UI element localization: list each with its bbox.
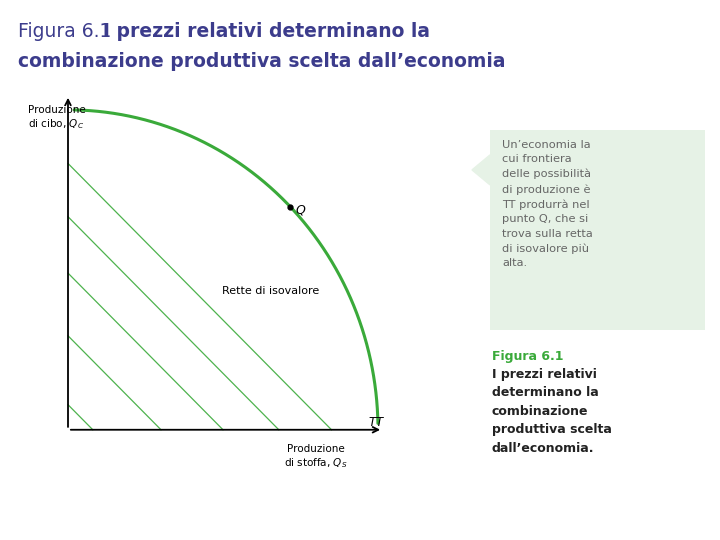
Text: Figura 6.1: Figura 6.1	[18, 22, 117, 41]
Text: $TT$: $TT$	[368, 416, 384, 429]
Text: di cibo, $Q_C$: di cibo, $Q_C$	[28, 117, 84, 131]
Text: © 2019 Pearson Italia – Milano, Torino – Krugman, Obstfeld, Melitz – Economia
In: © 2019 Pearson Italia – Milano, Torino –…	[54, 503, 392, 524]
FancyBboxPatch shape	[490, 130, 705, 330]
Text: di stoffa, $Q_S$: di stoffa, $Q_S$	[284, 456, 348, 470]
Text: combinazione produttiva scelta dall’economia: combinazione produttiva scelta dall’econ…	[18, 52, 505, 71]
Text: PEARSON: PEARSON	[585, 508, 702, 528]
Text: $Q$: $Q$	[295, 203, 307, 217]
Text: I prezzi relativi determinano la: I prezzi relativi determinano la	[103, 22, 430, 41]
Text: Figura 6.1: Figura 6.1	[492, 350, 564, 363]
Text: Produzione: Produzione	[287, 444, 345, 454]
Text: Un’economia la
cui frontiera
delle possibilità
di produzione è
TT produrrà nel
p: Un’economia la cui frontiera delle possi…	[502, 140, 593, 268]
Text: 5: 5	[16, 513, 22, 523]
Polygon shape	[472, 155, 490, 185]
Text: I prezzi relativi
determinano la
combinazione
produttiva scelta
dall’economia.: I prezzi relativi determinano la combina…	[492, 368, 612, 455]
Text: Rette di isovalore: Rette di isovalore	[222, 286, 319, 296]
Text: Produzione: Produzione	[28, 105, 86, 115]
